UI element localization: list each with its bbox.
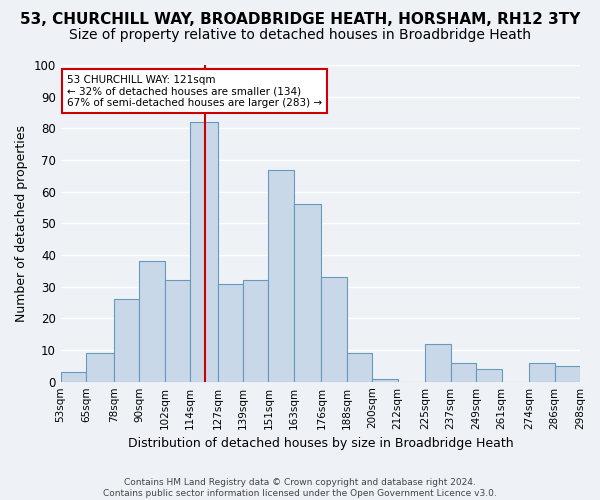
Bar xyxy=(554,366,580,382)
X-axis label: Distribution of detached houses by size in Broadbridge Heath: Distribution of detached houses by size … xyxy=(128,437,513,450)
Bar xyxy=(347,353,372,382)
Bar xyxy=(425,344,451,382)
Bar xyxy=(218,284,243,382)
Bar xyxy=(268,170,294,382)
Y-axis label: Number of detached properties: Number of detached properties xyxy=(15,125,28,322)
Bar xyxy=(476,369,502,382)
Bar xyxy=(113,300,139,382)
Bar xyxy=(243,280,268,382)
Bar xyxy=(372,378,398,382)
Bar xyxy=(164,280,190,382)
Bar xyxy=(529,362,554,382)
Bar xyxy=(139,262,164,382)
Bar xyxy=(190,122,218,382)
Text: Size of property relative to detached houses in Broadbridge Heath: Size of property relative to detached ho… xyxy=(69,28,531,42)
Bar xyxy=(322,277,347,382)
Bar xyxy=(61,372,86,382)
Bar xyxy=(294,204,322,382)
Text: 53, CHURCHILL WAY, BROADBRIDGE HEATH, HORSHAM, RH12 3TY: 53, CHURCHILL WAY, BROADBRIDGE HEATH, HO… xyxy=(20,12,580,28)
Bar xyxy=(451,362,476,382)
Bar xyxy=(86,353,113,382)
Text: 53 CHURCHILL WAY: 121sqm
← 32% of detached houses are smaller (134)
67% of semi-: 53 CHURCHILL WAY: 121sqm ← 32% of detach… xyxy=(67,74,322,108)
Text: Contains HM Land Registry data © Crown copyright and database right 2024.
Contai: Contains HM Land Registry data © Crown c… xyxy=(103,478,497,498)
